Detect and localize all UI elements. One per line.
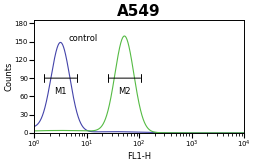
Text: M1: M1 [54, 87, 67, 96]
Text: M2: M2 [118, 87, 130, 96]
Title: A549: A549 [117, 4, 160, 19]
Text: control: control [68, 34, 97, 43]
Y-axis label: Counts: Counts [4, 62, 13, 91]
X-axis label: FL1-H: FL1-H [126, 152, 151, 161]
